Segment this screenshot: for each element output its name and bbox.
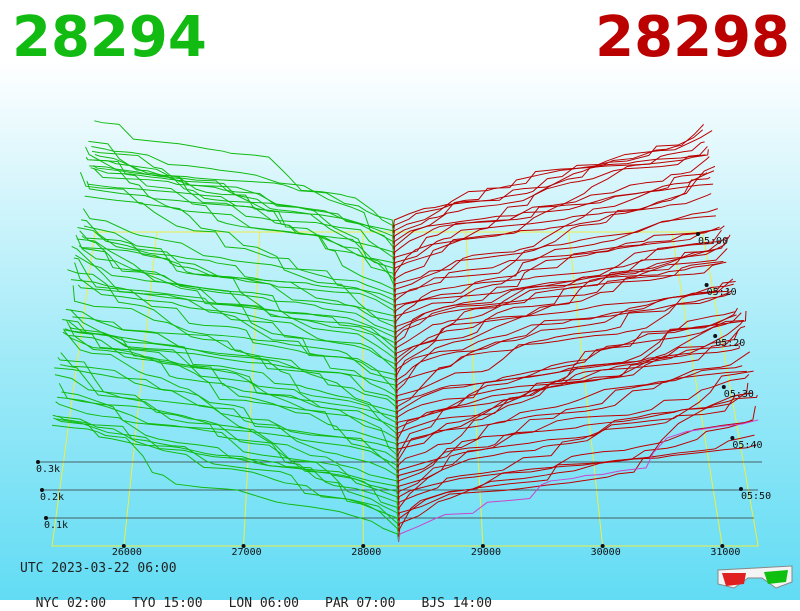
bid-depth-line <box>94 121 393 234</box>
zone-tyo: TYO 15:00 <box>132 596 202 611</box>
depth-tick-label: 0.3k <box>36 464 60 475</box>
ask-depth-line <box>394 171 714 292</box>
bid-depth-line <box>62 319 397 467</box>
ask-depth-line <box>397 343 740 441</box>
price-tick-label: 30000 <box>591 547 621 558</box>
ask-depth-line <box>394 155 706 244</box>
price-tick-label: 29000 <box>471 547 501 558</box>
time-tick-label: 05:20 <box>715 338 745 349</box>
price-tick-label: 26000 <box>112 547 142 558</box>
depth-chart: 26000 27000 28000 29000 30000 31000 0.1k 0.2k 0.… <box>0 0 800 560</box>
ask-depth-line <box>397 326 745 467</box>
timezone-bar: NYC 02:00 TYO 15:00 LON 06:00 PAR 07:00 BJS … <box>20 581 518 611</box>
price-tick-label: 31000 <box>710 547 740 558</box>
bid-depth-line <box>83 248 395 319</box>
time-tick-label: 05:40 <box>732 440 762 451</box>
zone-lon: LON 06:00 <box>229 596 299 611</box>
price-tick-label: 27000 <box>232 547 262 558</box>
ask-depth-line <box>398 375 749 489</box>
bid-depth-line <box>76 235 396 366</box>
time-tick-label: 05:10 <box>707 287 737 298</box>
time-tick-label: 05:00 <box>698 236 728 247</box>
ask-depth-line <box>397 346 740 436</box>
time-tick-label: 05:30 <box>724 389 754 400</box>
ask-depth-line <box>395 244 725 355</box>
zone-bjs: BJS 14:00 <box>421 596 491 611</box>
bid-depth-line <box>57 397 398 504</box>
bid-depth-line <box>61 392 397 473</box>
utc-time: UTC 2023-03-22 06:00 <box>20 561 177 576</box>
ask-depth-line <box>396 281 735 414</box>
zone-nyc: NYC 02:00 <box>36 596 106 611</box>
time-tick-label: 05:50 <box>741 491 771 502</box>
ask-depth-line <box>398 383 748 483</box>
bid-depth-line <box>56 402 399 516</box>
bid-depth-line <box>88 141 394 276</box>
ask-depth-line <box>394 172 707 249</box>
3d-glasses-icon[interactable] <box>716 562 794 592</box>
price-tick-label: 28000 <box>351 547 381 558</box>
bid-depth-line <box>95 155 393 228</box>
depth-curves <box>52 121 758 542</box>
ask-depth-line <box>393 130 702 228</box>
bid-depth-line <box>56 419 398 510</box>
depth-tick-label: 0.1k <box>44 520 68 531</box>
ask-depth-line <box>397 321 743 457</box>
ask-depth-line <box>396 235 730 383</box>
depth-tick-label: 0.2k <box>40 492 64 503</box>
bid-depth-line <box>59 416 398 494</box>
bid-depth-line <box>52 425 399 542</box>
zone-par: PAR 07:00 <box>325 596 395 611</box>
